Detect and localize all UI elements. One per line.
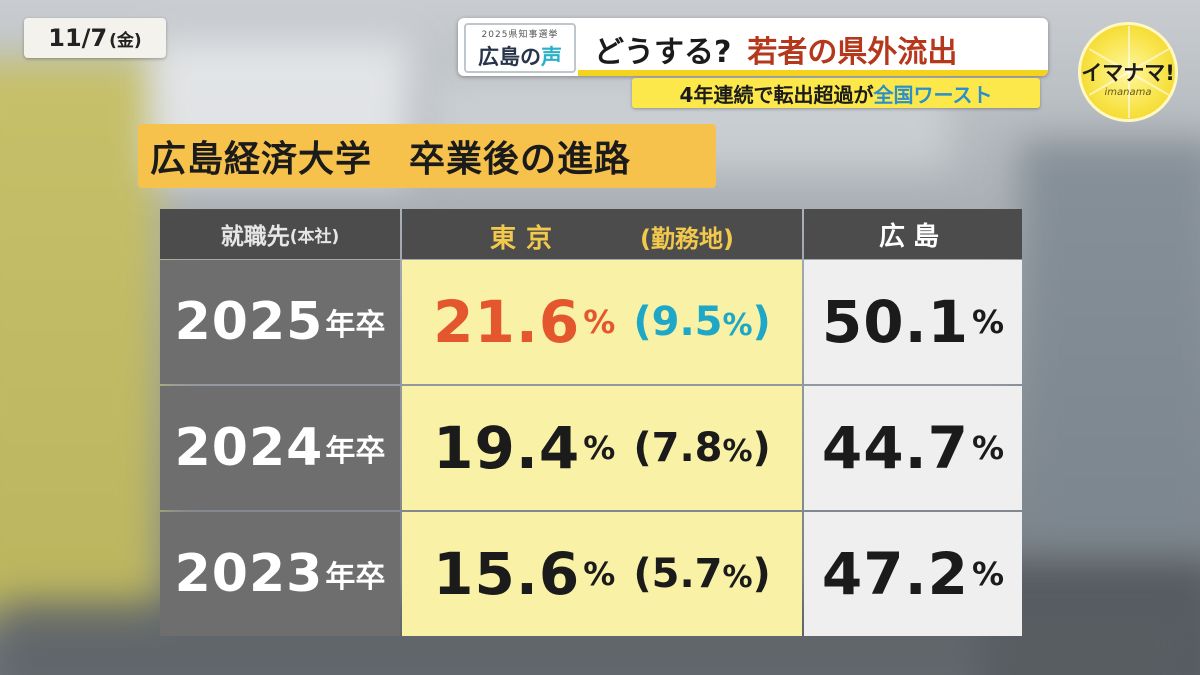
header-tokyo: 東京 (勤務地) — [402, 209, 802, 259]
row-tokyo-2024: 19.4% (7.8%) — [402, 386, 802, 510]
election-logo: 2025県知事選挙 広島の声 — [464, 23, 576, 73]
row-year-2024: 2024 年卒 — [160, 386, 400, 510]
program-logo: イマナマ! imanama — [1078, 22, 1178, 122]
header-tokyo-label: 東京 — [490, 224, 563, 254]
row-year-2023: 2023 年卒 — [160, 512, 400, 636]
sub-banner-text: 4年連続で転出超過が — [679, 82, 874, 107]
career-table: 就職先 (本社) 東京 (勤務地) 広島 2025 年卒 21.6% (9.5%) … — [160, 209, 1022, 637]
date-weekday: (金) — [109, 30, 142, 51]
row-hiroshima-2023: 47.2% — [804, 512, 1022, 636]
row-tokyo-2023: 15.6% (5.7%) — [402, 512, 802, 636]
date-text: 11/7 — [48, 24, 108, 52]
program-logo-text: イマナマ! — [1081, 61, 1175, 85]
row-year-2025: 2025 年卒 — [160, 260, 400, 384]
sub-banner: 4年連続で転出超過が 全国ワースト — [632, 78, 1040, 108]
header-hiroshima: 広島 — [804, 209, 1022, 259]
banner-title: どうする? 若者の県外流出 — [594, 27, 957, 71]
header-work-location: (勤務地) — [640, 225, 734, 253]
election-logo-title: 広島の声 — [478, 45, 562, 69]
sub-banner-highlight: 全国ワースト — [873, 82, 993, 107]
row-hiroshima-2025: 50.1% — [804, 260, 1022, 384]
banner-title-question: どうする? — [594, 35, 732, 70]
date-tag: 11/7 (金) — [24, 18, 166, 58]
banner-title-topic: 若者の県外流出 — [747, 35, 958, 70]
row-hiroshima-2024: 44.7% — [804, 386, 1022, 510]
header-employer: 就職先 (本社) — [160, 209, 400, 259]
program-logo-sub: imanama — [1104, 87, 1152, 98]
section-title: 広島経済大学 卒業後の進路 — [138, 124, 716, 188]
row-tokyo-2025: 21.6% (9.5%) — [402, 260, 802, 384]
news-banner: 2025県知事選挙 広島の声 どうする? 若者の県外流出 — [458, 18, 1048, 76]
election-logo-caption: 2025県知事選挙 — [481, 30, 559, 40]
